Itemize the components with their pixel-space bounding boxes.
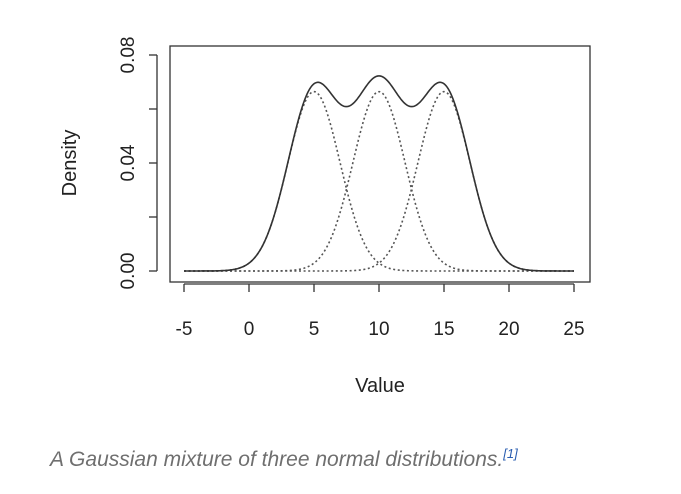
x-tick-label-6: 25 bbox=[563, 319, 584, 340]
y-axis-label: Density bbox=[59, 130, 81, 197]
x-tick-label-2: 5 bbox=[309, 319, 320, 340]
y-axis: 0.00 0.04 0.08 bbox=[118, 37, 158, 290]
caption-reference: [1] bbox=[503, 446, 517, 461]
component-curve-3 bbox=[184, 90, 574, 272]
gaussian-mixture-chart: -5 0 5 10 15 20 25 0.00 0.04 0.08 Value Density bbox=[59, 37, 591, 397]
x-tick-label-1: 0 bbox=[244, 319, 255, 340]
figure-caption: A Gaussian mixture of three normal distr… bbox=[50, 446, 518, 472]
x-tick-label-3: 10 bbox=[368, 319, 389, 340]
x-tick-label-4: 15 bbox=[433, 319, 454, 340]
component-curve-2 bbox=[184, 90, 574, 272]
y-tick-label-0: 0.00 bbox=[118, 253, 139, 290]
y-tick-label-1: 0.04 bbox=[118, 144, 139, 181]
y-tick-label-2: 0.08 bbox=[118, 37, 139, 74]
x-tick-label-0: -5 bbox=[176, 319, 193, 340]
component-curve-1 bbox=[184, 90, 574, 272]
caption-text: A Gaussian mixture of three normal distr… bbox=[50, 448, 504, 471]
plot-frame bbox=[169, 45, 591, 283]
curves-layer bbox=[184, 75, 574, 272]
reference-link[interactable]: [1] bbox=[503, 446, 518, 461]
x-axis-label: Value bbox=[355, 375, 405, 397]
x-tick-label-5: 20 bbox=[498, 319, 519, 340]
x-axis: -5 0 5 10 15 20 25 bbox=[176, 283, 585, 340]
mixture-curve bbox=[184, 75, 574, 272]
